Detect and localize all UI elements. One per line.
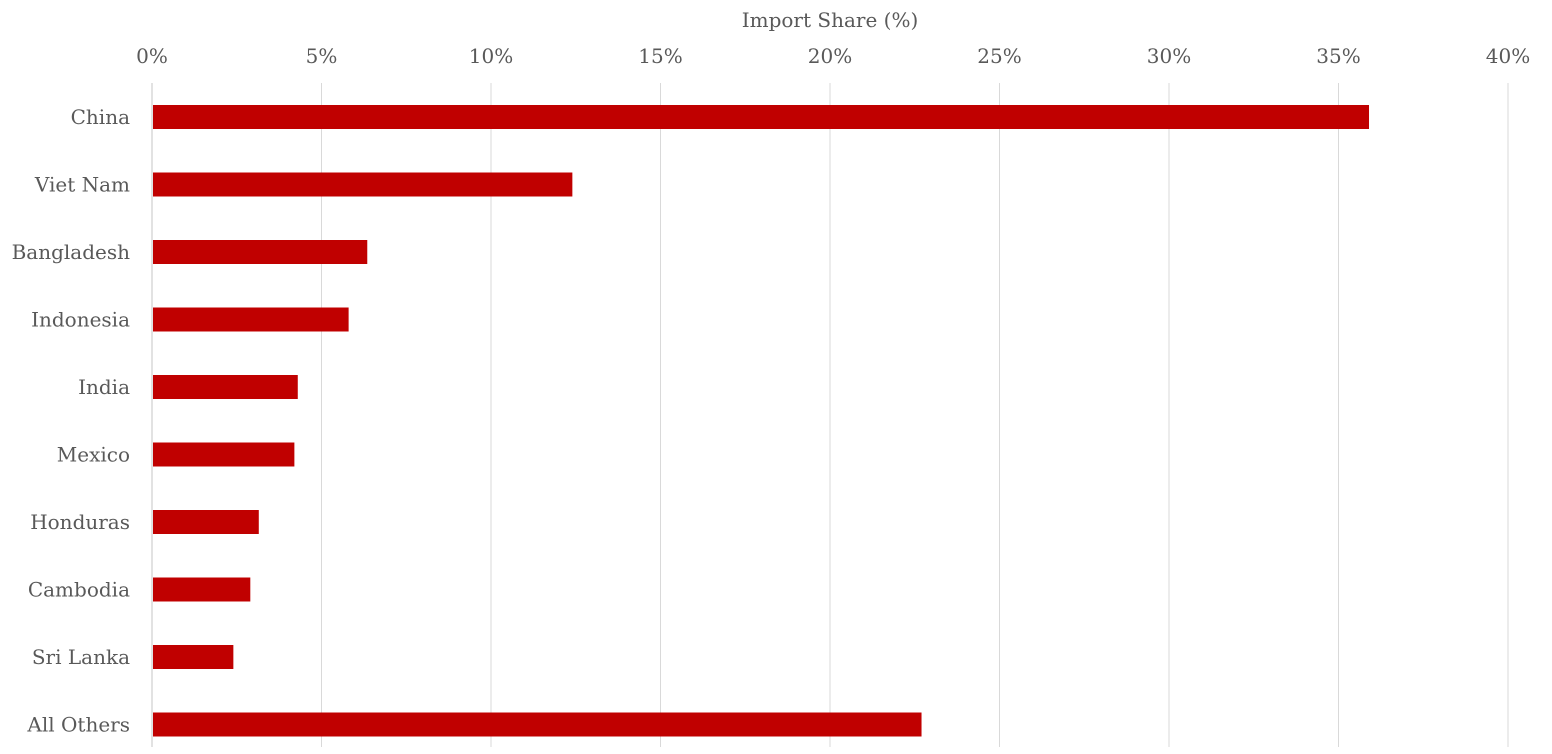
x-tick-label: 40% xyxy=(1486,44,1530,68)
category-labels: China Viet Nam Bangladesh Indonesia India Mex… xyxy=(12,105,131,737)
x-tick-label: 20% xyxy=(808,44,852,68)
x-tick-label: 25% xyxy=(977,44,1021,68)
bar xyxy=(153,375,298,399)
x-tick-label: 35% xyxy=(1316,44,1360,68)
bar xyxy=(153,172,573,197)
x-tick-label: 0% xyxy=(136,44,168,68)
x-tick-label: 10% xyxy=(469,44,513,68)
bar xyxy=(153,105,1370,129)
x-axis-title: Import Share (%) xyxy=(742,8,919,32)
bar xyxy=(153,240,368,264)
bar xyxy=(153,577,251,602)
category-label: Cambodia xyxy=(28,578,130,602)
x-tick-label: 30% xyxy=(1147,44,1191,68)
bar xyxy=(153,645,234,669)
category-label: China xyxy=(71,105,130,129)
category-label: Viet Nam xyxy=(34,173,130,197)
category-label: Indonesia xyxy=(31,308,130,332)
bar xyxy=(153,307,349,332)
category-label: Sri Lanka xyxy=(32,645,130,669)
bar xyxy=(153,442,295,467)
category-label: Bangladesh xyxy=(12,240,131,264)
x-tick-label: 15% xyxy=(638,44,682,68)
category-label: Mexico xyxy=(57,443,130,467)
bar xyxy=(153,712,922,737)
category-label: India xyxy=(78,375,130,399)
category-label: Honduras xyxy=(30,510,130,534)
x-tick-labels: 0% 5% 10% 15% 20% 25% 30% 35% 40% xyxy=(136,44,1530,68)
x-tick-label: 5% xyxy=(306,44,338,68)
category-label: All Others xyxy=(26,713,130,737)
bar xyxy=(153,510,259,534)
bars xyxy=(153,105,1370,737)
